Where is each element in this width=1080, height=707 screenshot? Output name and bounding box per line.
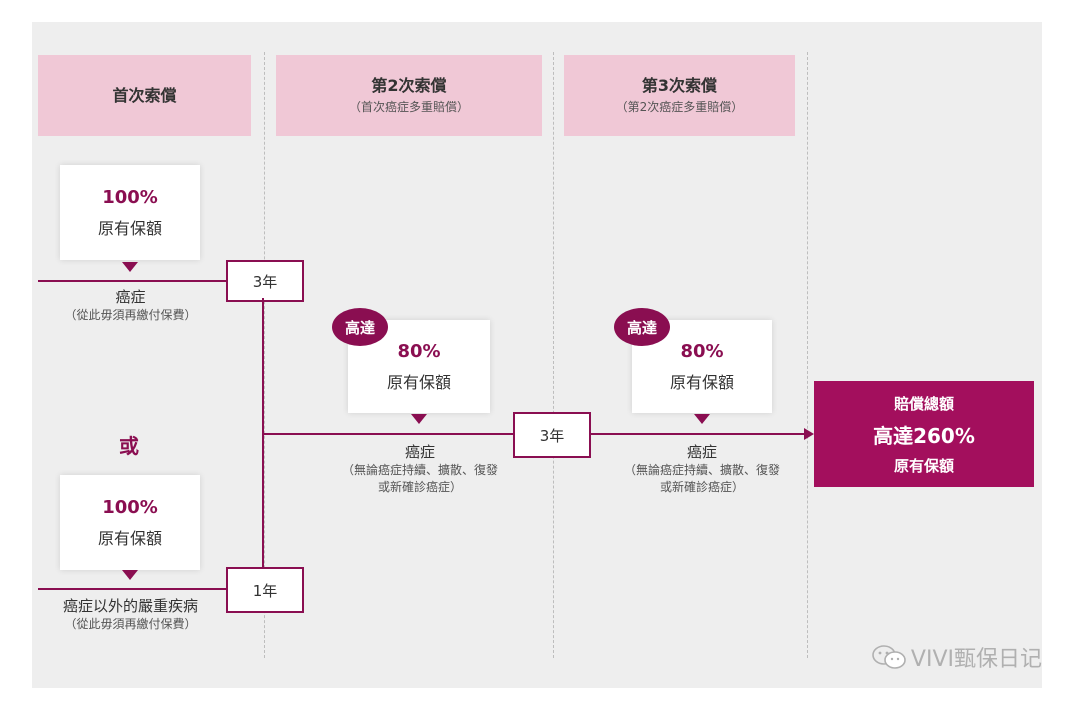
- watermark-text: VIVI甄保日记: [910, 647, 1042, 672]
- first-claim-illness-cause: 癌症以外的嚴重疾病 （從此毋須再繳付保費）: [38, 597, 223, 633]
- total-title: 賠償總額: [893, 394, 954, 413]
- total-label: 原有保額: [893, 456, 954, 475]
- payout-percent: 100%: [102, 186, 158, 208]
- up-to-badge: 高達: [614, 308, 670, 346]
- pointer-triangle-icon: [122, 570, 138, 580]
- second-claim-cause: 癌症 （無論癌症持續、擴散、復發 或新確診癌症）: [310, 443, 530, 495]
- header-subtitle: （首次癌症多重賠償）: [348, 99, 469, 114]
- pointer-triangle-icon: [694, 414, 710, 424]
- total-payout-box: 賠償總額 高達260% 原有保額: [814, 381, 1034, 487]
- cause-label: 癌症: [115, 288, 146, 306]
- cause-label: 癌症: [686, 443, 717, 461]
- waiting-period-bottom: 1年: [226, 567, 304, 613]
- third-claim-cause: 癌症 （無論癌症持續、擴散、復發 或新確診癌症）: [592, 443, 812, 495]
- or-label: 或: [119, 434, 139, 458]
- arrow-head-icon: [804, 428, 814, 440]
- pointer-triangle-icon: [122, 262, 138, 272]
- header-second-claim: 第2次索償 （首次癌症多重賠償）: [276, 55, 542, 136]
- connector-line: [38, 588, 228, 590]
- payout-label: 原有保額: [97, 529, 162, 549]
- waiting-period-top: 3年: [226, 260, 304, 302]
- waiting-period-middle: 3年: [513, 412, 591, 458]
- header-first-claim: 首次索償: [38, 55, 251, 136]
- watermark: VIVI甄保日记: [871, 641, 1042, 673]
- first-claim-cancer-cause: 癌症 （從此毋須再繳付保費）: [38, 288, 223, 324]
- header-title: 首次索償: [112, 85, 177, 105]
- column-divider-1: [264, 52, 265, 658]
- header-title: 第2次索償: [371, 76, 447, 96]
- cause-label: 癌症以外的嚴重疾病: [62, 597, 198, 615]
- pointer-triangle-icon: [411, 414, 427, 424]
- column-divider-2: [553, 52, 554, 658]
- first-claim-critical-illness-card: 100% 原有保額: [60, 475, 200, 570]
- header-title: 第3次索償: [641, 76, 718, 96]
- header-subtitle: （第2次癌症多重賠償）: [615, 99, 744, 114]
- cause-note: （無論癌症持續、擴散、復發: [623, 462, 780, 477]
- total-amount: 高達260%: [873, 423, 975, 448]
- payout-label: 原有保額: [97, 219, 162, 239]
- payout-percent: 100%: [102, 496, 158, 518]
- cause-note: 或新確診癌症）: [377, 479, 462, 494]
- header-third-claim: 第3次索償 （第2次癌症多重賠償）: [564, 55, 795, 136]
- cause-note: （從此毋須再繳付保費）: [64, 616, 197, 631]
- payout-label: 原有保額: [669, 373, 734, 393]
- cause-note: 或新確診癌症）: [659, 479, 744, 494]
- payout-percent: 80%: [397, 340, 441, 362]
- payout-label: 原有保額: [386, 373, 451, 393]
- connector-line: [38, 280, 228, 282]
- vertical-connector: [262, 298, 264, 567]
- first-claim-cancer-card: 100% 原有保額: [60, 165, 200, 260]
- cause-note: （從此毋須再繳付保費）: [64, 307, 197, 322]
- column-divider-3: [807, 52, 808, 658]
- payout-percent: 80%: [680, 340, 724, 362]
- up-to-badge: 高達: [332, 308, 388, 346]
- cause-note: （無論癌症持續、擴散、復發: [341, 462, 498, 477]
- wechat-icon: [872, 645, 906, 669]
- cause-label: 癌症: [404, 443, 435, 461]
